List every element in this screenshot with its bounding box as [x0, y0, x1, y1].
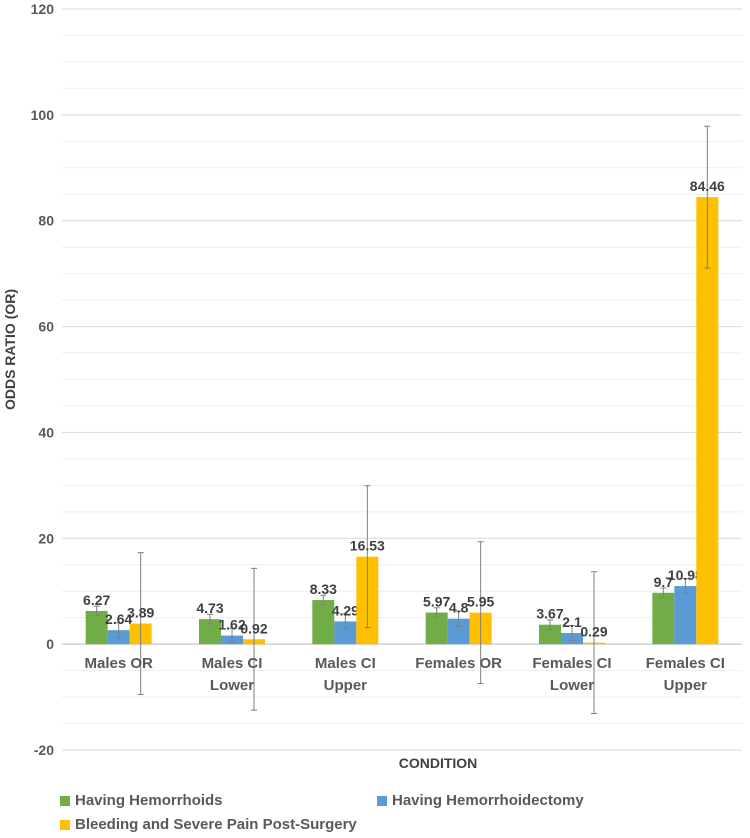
data-label: 5.95 [467, 594, 494, 610]
data-label: 10.98 [668, 567, 703, 583]
x-category-label-line: Lower [210, 677, 254, 694]
data-label: 4.29 [332, 602, 359, 618]
x-category-label-line: Males CI [202, 655, 263, 672]
data-label: 4.8 [449, 600, 469, 616]
data-label: 0.29 [580, 624, 607, 640]
x-category-label: Females CI Upper [646, 655, 725, 694]
x-category-label: Males OR [84, 655, 153, 672]
legend-label: Having Hemorrhoidectomy [392, 792, 584, 809]
legend-label: Bleeding and Severe Pain Post-Surgery [75, 816, 357, 833]
bar [199, 619, 221, 645]
data-label: 6.27 [83, 592, 110, 608]
legend-swatch-blue [377, 795, 387, 806]
data-label: 16.53 [350, 538, 385, 554]
x-category-label: Males CI Upper [315, 655, 376, 694]
y-tick-label: 40 [38, 424, 54, 440]
y-axis-title: ODDS RATIO (OR) [2, 289, 18, 410]
y-tick-label: 80 [38, 213, 54, 229]
data-label: 0.92 [240, 620, 267, 636]
legend-swatch-orange [60, 819, 70, 830]
bar [447, 618, 470, 645]
bar [334, 621, 357, 645]
bar [696, 197, 719, 645]
bar [425, 612, 448, 645]
data-label: 2.64 [105, 611, 132, 627]
y-tick-label: -20 [34, 742, 54, 758]
x-category-label-line: Females OR [415, 655, 502, 672]
data-label: 5.97 [423, 594, 450, 610]
data-label: 3.89 [127, 605, 154, 621]
bar [539, 624, 561, 645]
data-label: 8.33 [310, 581, 337, 597]
bar [652, 592, 675, 645]
x-category-label-line: Lower [550, 677, 594, 694]
bar [312, 600, 335, 645]
data-label: 9.7 [654, 574, 674, 590]
data-label: 84.46 [690, 178, 725, 194]
x-category-label-line: Upper [324, 677, 368, 694]
y-tick-label: 0 [46, 636, 54, 652]
data-label: 2.1 [562, 614, 582, 630]
x-category-label-line: Males CI [315, 655, 376, 672]
y-tick-label: 60 [38, 319, 54, 335]
x-category-label-line: Males OR [84, 655, 153, 672]
x-category-label-line: Upper [664, 677, 708, 694]
bar [674, 586, 697, 645]
legend-item-having-hemorrhoids: Having Hemorrhoids [60, 792, 223, 809]
legend: Having Hemorrhoids Having Hemorrhoidecto… [60, 790, 740, 836]
x-category-label: Females CI Lower [532, 655, 611, 694]
bar [85, 610, 108, 645]
y-tick-label: 20 [38, 530, 54, 546]
y-tick-label: 120 [31, 1, 55, 17]
legend-item-having-hemorrhoidectomy: Having Hemorrhoidectomy [377, 792, 584, 809]
x-category-label-line: Females CI [532, 655, 611, 672]
legend-item-bleeding-severe-pain: Bleeding and Severe Pain Post-Surgery [60, 816, 357, 833]
x-category-label-line: Females CI [646, 655, 725, 672]
data-label: 3.67 [536, 606, 563, 622]
legend-label: Having Hemorrhoids [75, 792, 223, 809]
legend-swatch-green [60, 795, 70, 806]
data-label: 4.73 [196, 600, 223, 616]
x-category-label: Males CI Lower [202, 655, 263, 694]
chart: -20 0 20 40 60 80 100 120 6.27 2.643.89 Males OR 4.… [2, 1, 742, 771]
y-tick-label: 100 [31, 107, 55, 123]
x-axis-title: CONDITION [399, 755, 478, 771]
x-category-label: Females OR [415, 655, 502, 672]
data-label: 1.62 [218, 617, 245, 633]
